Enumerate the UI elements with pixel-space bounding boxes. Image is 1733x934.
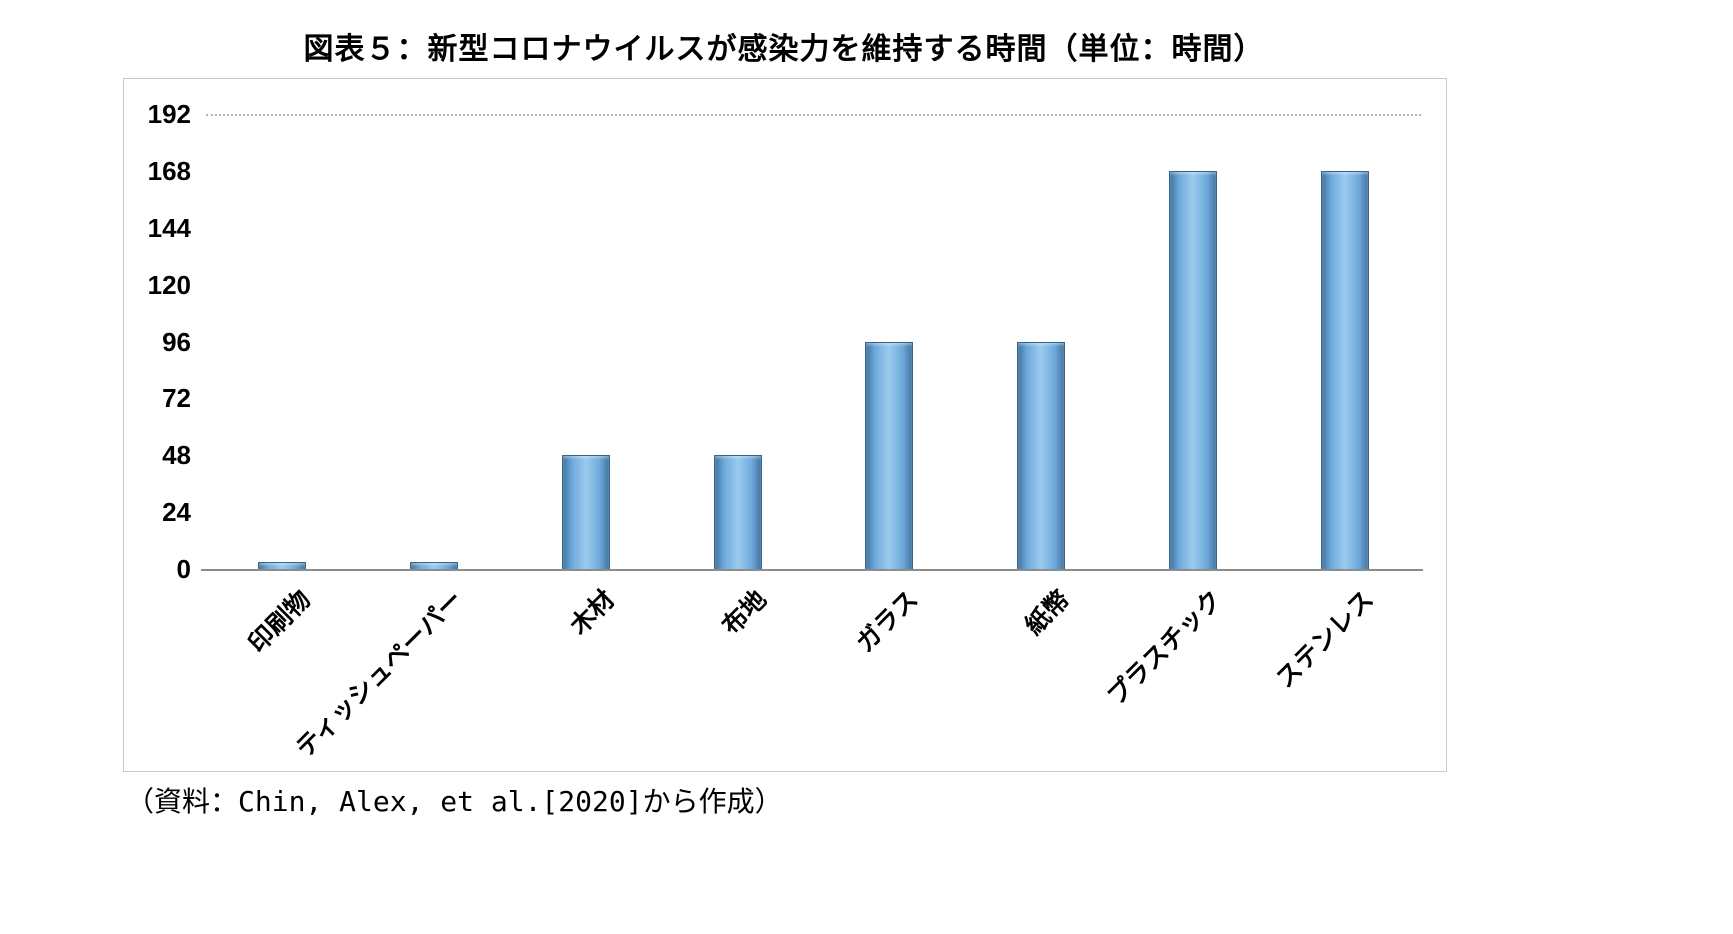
y-axis-tick-label: 96	[162, 326, 191, 357]
category-label: ガラス	[850, 585, 924, 658]
y-axis-tick-label: 144	[147, 212, 191, 243]
bar-2	[409, 561, 458, 569]
source-note: （資料：Chin, Alex, et al.[2020]から作成）	[126, 785, 783, 818]
chart-frame: 0 24 48 72 96 120 144 168 192 印刷物 ティッシュペーパー 木材 布地 ガラス…	[123, 78, 1447, 772]
bar-8	[1321, 170, 1370, 569]
y-axis-tick-label: 48	[162, 440, 191, 471]
category-label: プラスチック	[1101, 585, 1228, 711]
category-label: 布地	[716, 585, 772, 641]
y-axis-tick-label: 24	[162, 497, 191, 528]
y-axis-tick-label: 0	[176, 554, 191, 584]
bar-6	[1017, 341, 1066, 569]
chart-title: 図表５：新型コロナウイルスが感染力を維持する時間（単位：時間）	[303, 33, 1265, 66]
y-axis-tick-label: 120	[147, 269, 191, 300]
y-axis-tick-label: 192	[147, 99, 191, 129]
bar-4	[713, 455, 762, 569]
bar-3	[561, 455, 610, 569]
y-axis-tick-label: 72	[162, 383, 191, 414]
y-axis-tick-label: 168	[147, 155, 191, 186]
category-label: 紙幣	[1020, 585, 1076, 641]
bar-5	[865, 341, 914, 569]
x-axis-line	[201, 569, 1423, 571]
category-label: 木材	[564, 585, 620, 641]
category-label: ステンレス	[1270, 585, 1380, 694]
bar-7	[1169, 170, 1218, 569]
bar-1	[257, 561, 306, 569]
category-label: 印刷物	[243, 585, 316, 659]
gridline-192	[206, 114, 1421, 116]
